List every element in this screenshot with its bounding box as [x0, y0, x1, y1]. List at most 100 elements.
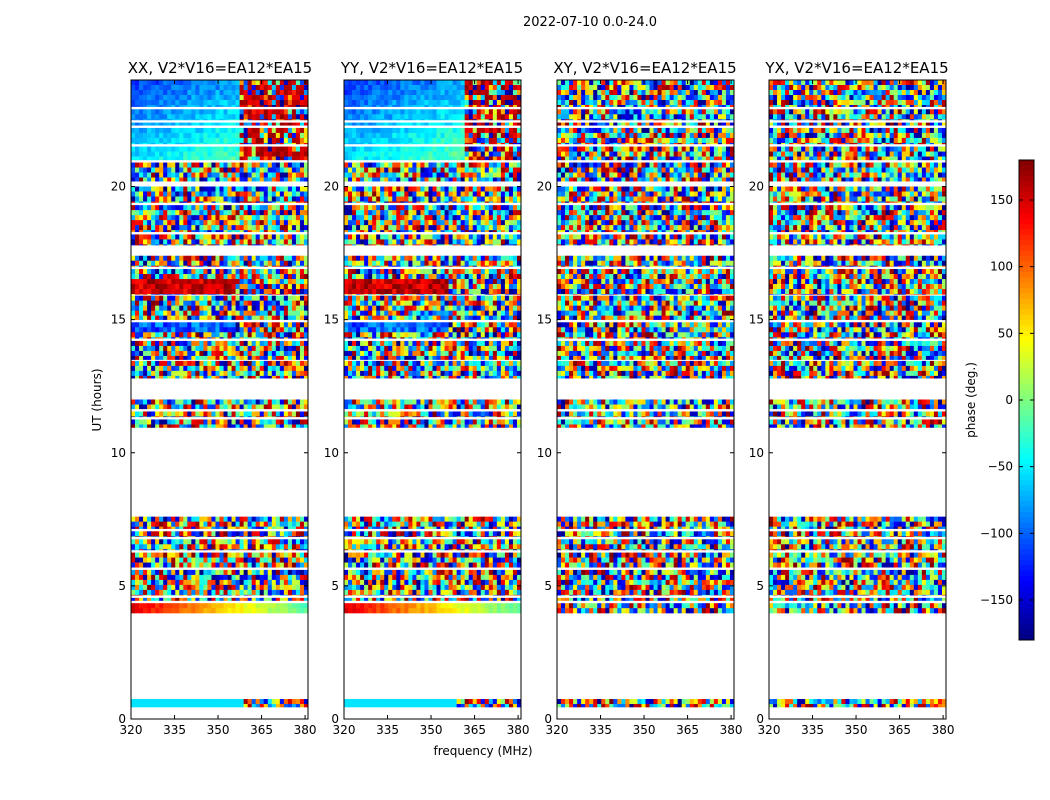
phase-cell — [259, 225, 265, 231]
phase-cell — [223, 594, 228, 596]
phase-cell — [380, 536, 385, 537]
phase-cell — [207, 536, 212, 537]
phase-cell — [203, 132, 208, 139]
phase-cell — [203, 589, 208, 596]
phase-cell — [215, 109, 220, 115]
phase-cell — [267, 531, 273, 537]
phase-cell — [356, 597, 361, 601]
phase-cell — [187, 300, 192, 306]
phase-cell — [251, 557, 256, 563]
phase-cell — [500, 574, 506, 581]
phase-cell — [239, 350, 244, 357]
phase-cell — [183, 132, 188, 139]
phase-cell — [247, 186, 252, 192]
phase-cell — [263, 597, 269, 601]
phase-cell — [159, 411, 164, 417]
phase-cell — [448, 608, 453, 614]
phase-cell — [139, 310, 144, 316]
phase-cell — [303, 365, 309, 372]
phase-cell — [496, 544, 502, 550]
phase-cell — [143, 284, 148, 290]
phase-cell — [131, 119, 136, 121]
phase-cell — [215, 350, 220, 357]
phase-cell — [231, 569, 236, 576]
phase-cell — [279, 337, 285, 339]
phase-cell — [263, 327, 269, 333]
phase-cell — [348, 411, 353, 417]
phase-cell — [131, 419, 136, 425]
phase-cell — [299, 549, 305, 551]
phase-cell — [360, 419, 365, 425]
phase-cell — [267, 516, 273, 522]
phase-cell — [271, 151, 277, 157]
phase-cell — [400, 544, 405, 550]
phase-cell — [279, 608, 285, 614]
phase-cell — [295, 552, 301, 558]
phase-cell — [247, 239, 252, 245]
phase-cell — [267, 521, 273, 527]
phase-cell — [500, 704, 506, 708]
phase-cell — [219, 584, 224, 591]
phase-cell — [155, 399, 160, 405]
phase-cell — [303, 146, 309, 152]
phase-cell — [291, 332, 297, 338]
phase-cell — [368, 539, 373, 545]
phase-cell — [412, 603, 417, 609]
phase-cell — [211, 122, 216, 126]
phase-cell — [428, 562, 433, 568]
phase-cell — [131, 544, 136, 550]
phase-cell — [283, 109, 289, 115]
phase-cell — [243, 255, 248, 262]
phase-cell — [283, 375, 289, 379]
phase-cell — [287, 239, 293, 245]
phase-cell — [135, 114, 140, 120]
phase-cell — [472, 603, 478, 609]
phase-cell — [231, 404, 236, 410]
phase-cell — [404, 557, 409, 563]
phase-cell — [227, 279, 232, 285]
phase-cell — [139, 85, 144, 91]
phase-cell — [159, 594, 164, 596]
phase-cell — [179, 146, 184, 152]
phase-cell — [163, 360, 168, 367]
phase-cell — [303, 260, 309, 267]
phase-cell — [155, 305, 160, 311]
phase-cell — [271, 399, 277, 405]
phase-cell — [488, 549, 494, 551]
phase-cell — [147, 105, 152, 107]
phase-cell — [364, 419, 369, 425]
phase-cell — [131, 294, 136, 295]
phase-cell — [143, 315, 148, 320]
phase-cell — [203, 404, 208, 410]
phase-cell — [219, 269, 224, 275]
phase-cell — [183, 562, 188, 568]
phase-cell — [263, 269, 269, 275]
phase-cell — [299, 210, 305, 216]
phase-cell — [203, 340, 208, 347]
phase-cell — [231, 109, 236, 115]
phase-cell — [211, 265, 216, 267]
phase-cell — [267, 594, 273, 596]
phase-cell — [183, 215, 188, 221]
phase-cell — [303, 289, 309, 295]
phase-cell — [243, 122, 248, 126]
phase-cell — [135, 284, 140, 290]
phase-cell — [356, 594, 361, 596]
phase-cell — [412, 608, 417, 614]
phase-cell — [295, 704, 301, 708]
phase-cell — [211, 370, 216, 377]
phase-cell — [291, 156, 297, 161]
phase-cell — [291, 191, 297, 197]
phase-cell — [135, 142, 140, 145]
phase-cell — [364, 597, 369, 601]
phase-cell — [135, 579, 140, 586]
phase-cell — [239, 370, 244, 377]
phase-cell — [372, 419, 377, 425]
phase-cell — [183, 295, 188, 301]
phase-cell — [263, 177, 269, 182]
phase-cell — [151, 327, 156, 333]
phase-cell — [251, 244, 256, 246]
phase-cell — [163, 404, 168, 410]
phase-cell — [179, 269, 184, 275]
phase-cell — [207, 608, 212, 614]
